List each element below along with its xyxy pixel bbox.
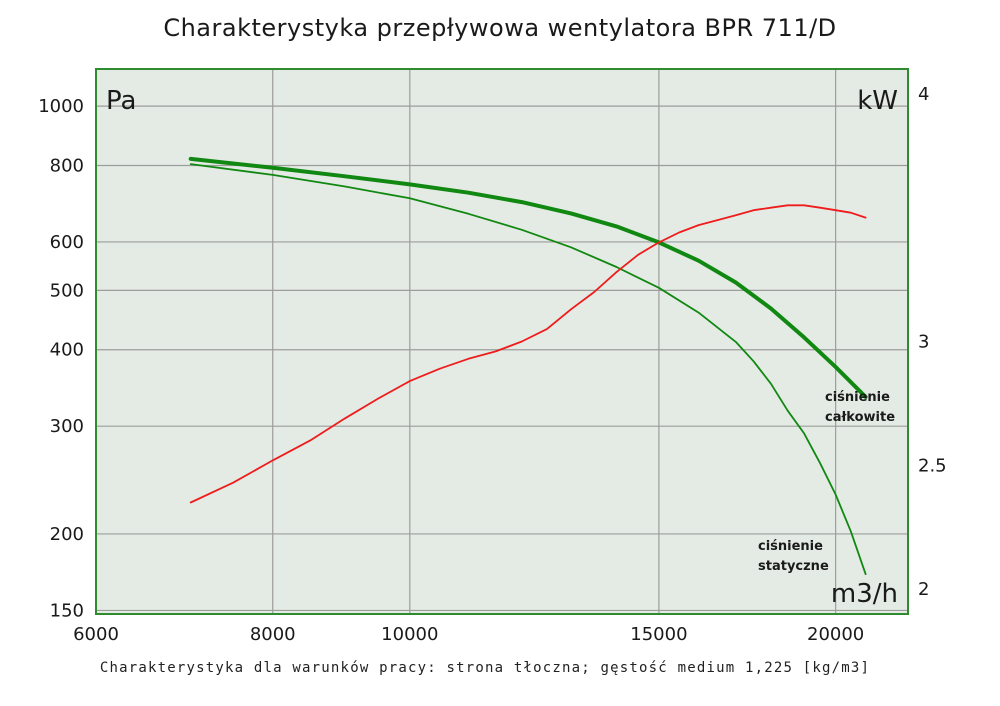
plot-frame bbox=[95, 68, 909, 615]
y-right-unit-label: kW bbox=[857, 86, 898, 116]
total-pressure-annotation-line: ciśnienie bbox=[825, 390, 890, 405]
y-right-tick-label: 2.5 bbox=[918, 455, 947, 476]
y-left-tick-label: 400 bbox=[50, 340, 84, 361]
static-pressure-annotation-line: statyczne bbox=[758, 559, 829, 574]
y-left-tick-label: 200 bbox=[50, 524, 84, 545]
y-right-tick-label: 2 bbox=[918, 579, 929, 600]
y-right-tick-label: 4 bbox=[918, 84, 929, 105]
x-tick-label: 15000 bbox=[630, 624, 687, 645]
x-unit-label: m3/h bbox=[831, 579, 898, 609]
y-left-tick-label: 500 bbox=[50, 280, 84, 301]
power-line bbox=[189, 204, 867, 504]
static-pressure-annotation-line: ciśnienie bbox=[758, 539, 823, 554]
x-tick-label: 10000 bbox=[381, 624, 438, 645]
y-right-tick-label: 3 bbox=[918, 332, 929, 353]
total-pressure-line bbox=[188, 156, 868, 399]
total-pressure-annotation-line: całkowite bbox=[825, 410, 895, 425]
chart-title: Charakterystyka przepływowa wentylatora … bbox=[163, 14, 837, 42]
y-left-tick-label: 1000 bbox=[38, 96, 84, 117]
x-tick-label: 6000 bbox=[73, 624, 119, 645]
static-pressure-line bbox=[189, 163, 867, 575]
y-left-tick-label: 800 bbox=[50, 155, 84, 176]
x-tick-label: 20000 bbox=[807, 624, 864, 645]
y-left-tick-label: 600 bbox=[50, 232, 84, 253]
y-left-unit-label: Pa bbox=[106, 86, 136, 116]
x-tick-label: 8000 bbox=[250, 624, 296, 645]
y-left-tick-label: 150 bbox=[50, 600, 84, 621]
y-left-tick-label: 300 bbox=[50, 416, 84, 437]
plot-background bbox=[96, 69, 908, 614]
chart-caption: Charakterystyka dla warunków pracy: stro… bbox=[99, 660, 871, 676]
